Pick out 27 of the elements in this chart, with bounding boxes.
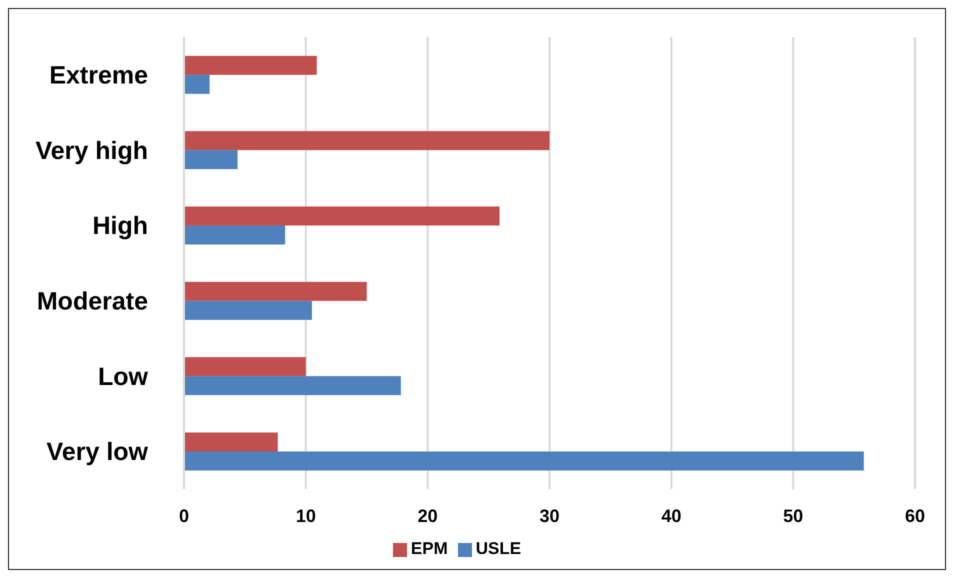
y-tick-label: High <box>92 212 148 240</box>
x-tick-label: 30 <box>539 506 560 526</box>
x-tick-label: 20 <box>418 506 438 526</box>
bar <box>184 206 500 226</box>
legend-label: USLE <box>476 539 522 558</box>
bar <box>184 226 286 244</box>
bar <box>184 282 367 301</box>
y-tick-label: Low <box>98 362 149 391</box>
legend-label: EPM <box>410 539 448 558</box>
x-tick-label: 60 <box>904 506 926 526</box>
bar <box>184 452 864 470</box>
x-tick-label: 40 <box>661 506 682 526</box>
y-tick-label: Extreme <box>49 62 148 90</box>
bar <box>184 300 312 320</box>
bar <box>184 74 210 94</box>
bar <box>184 150 238 170</box>
y-tick-label: Very high <box>35 136 148 165</box>
x-tick-label: 0 <box>178 506 190 526</box>
x-tick-label: 50 <box>783 506 804 526</box>
bar <box>184 357 306 376</box>
bar <box>184 131 550 150</box>
y-tick-label: Very low <box>46 438 149 466</box>
bar <box>184 56 317 75</box>
y-tick-label: Moderate <box>36 288 148 316</box>
bar <box>184 432 278 452</box>
x-tick-label: 10 <box>296 506 316 526</box>
bar <box>184 376 401 396</box>
